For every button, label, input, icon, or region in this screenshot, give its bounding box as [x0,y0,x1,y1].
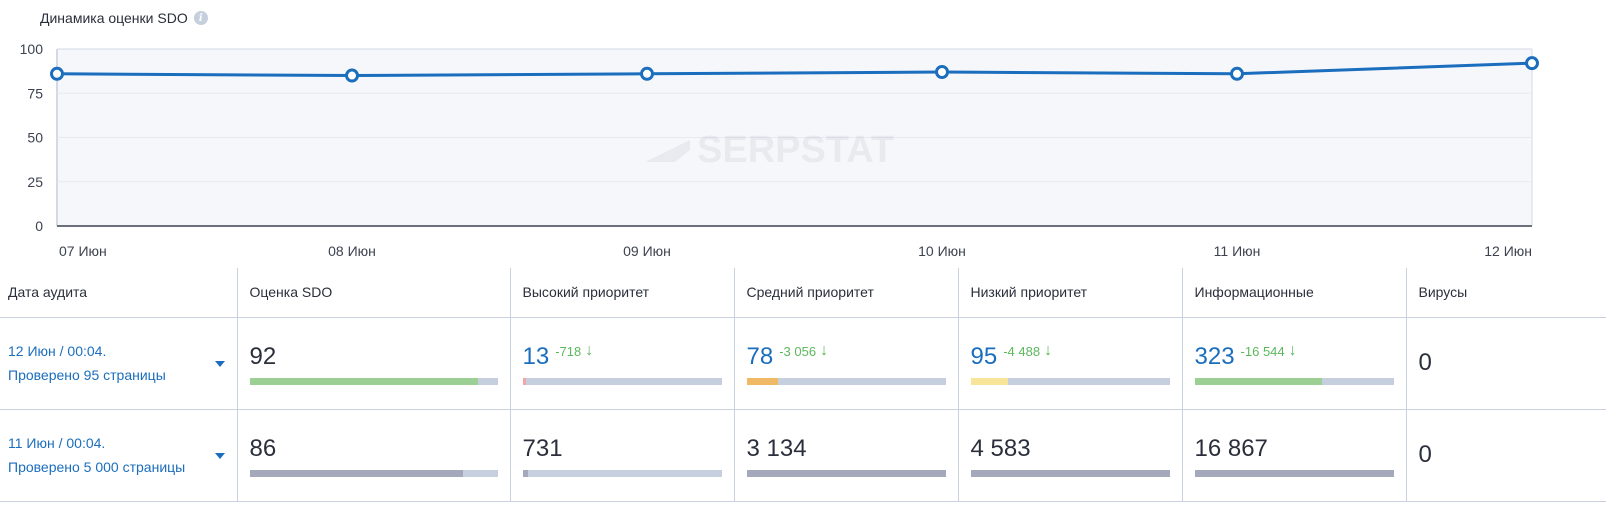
low-cell: 95 -4 488 ↓ [957,317,1182,410]
high-progress-bar [522,469,722,477]
high-cell: 731 [509,409,734,502]
info-progress-bar [1194,469,1394,477]
arrow-down-icon: ↓ [1044,342,1053,359]
arrow-down-icon: ↓ [585,342,594,359]
info-progress-bar [1194,377,1394,385]
table-row: 12 Июн / 00:04. Проверено 95 страницы 92… [0,317,1606,410]
sdo-cell: 86 [236,409,510,502]
high-cell: 13 -718 ↓ [509,317,734,410]
low-value: 4 583 [970,434,1031,462]
data-point[interactable] [1230,66,1244,81]
audit-pages-link[interactable]: Проверено 5 000 страницы [8,459,186,475]
high-value[interactable]: 13 [522,342,550,370]
x-tick-label: 07 Июн [59,243,107,259]
low-value[interactable]: 95 [970,342,998,370]
arrow-down-icon: ↓ [1288,342,1297,359]
caret-down-icon[interactable] [214,361,225,367]
high-value: 731 [522,434,563,462]
audit-date-cell[interactable]: 12 Июн / 00:04. Проверено 95 страницы [0,317,237,410]
info-cell: 16 867 [1181,409,1406,502]
data-point[interactable] [640,66,654,81]
info-icon[interactable]: i [193,11,208,25]
x-tick-label: 09 Июн [623,243,671,259]
x-tick-label: 08 Июн [328,243,376,259]
low-delta: -4 488 ↓ [1003,342,1053,359]
low-cell: 4 583 [957,409,1182,502]
audit-pages-link[interactable]: Проверено 95 страницы [8,367,166,383]
sdo-value: 86 [249,434,277,462]
low-progress-bar [970,469,1170,477]
sdo-progress-bar [249,377,498,385]
y-tick-label: 100 [20,41,44,57]
col-header-medium[interactable]: Средний приоритет [733,268,958,318]
col-header-high[interactable]: Высокий приоритет [509,268,734,318]
medium-value[interactable]: 78 [746,342,774,370]
medium-cell: 78 -3 056 ↓ [733,317,958,410]
high-delta: -718 ↓ [555,342,594,359]
y-tick-label: 50 [27,130,43,146]
medium-delta: -3 056 ↓ [779,342,829,359]
data-point[interactable] [50,66,64,81]
viruses-value: 0 [1418,349,1432,376]
x-tick-label: 11 Июн [1214,243,1261,259]
viruses-cell: 0 [1405,409,1606,502]
sdo-value: 92 [249,342,277,370]
audit-table: Дата аудита Оценка SDO Высокий приоритет… [0,268,1606,502]
sdo-cell: 92 [236,317,510,410]
caret-down-icon[interactable] [214,453,225,459]
audit-date-link[interactable]: 11 Июн / 00:04. [8,435,106,451]
col-header-sdo[interactable]: Оценка SDO [236,268,510,318]
table-row: 11 Июн / 00:04. Проверено 5 000 страницы… [0,409,1606,502]
watermark: SERPSTAT [645,129,894,171]
info-value: 16 867 [1194,434,1268,462]
chart-title-text: Динамика оценки SDO [40,10,188,26]
svg-text:SERPSTAT: SERPSTAT [697,129,894,171]
medium-cell: 3 134 [733,409,958,502]
col-header-info[interactable]: Информационные [1181,268,1406,318]
medium-value: 3 134 [746,434,807,462]
sdo-progress-bar [249,469,498,477]
y-tick-label: 75 [27,85,43,101]
gridlines [57,92,1532,183]
info-delta: -16 544 ↓ [1240,342,1297,359]
medium-progress-bar [746,469,946,477]
y-tick-label: 25 [27,174,43,190]
medium-progress-bar [746,377,946,385]
x-tick-label: 12 Июн [1484,243,1532,259]
col-header-viruses[interactable]: Вирусы [1405,268,1606,318]
audit-date-link[interactable]: 12 Июн / 00:04. [8,343,107,359]
viruses-value: 0 [1418,441,1432,468]
info-value[interactable]: 323 [1194,342,1235,370]
low-progress-bar [970,377,1170,385]
sdo-series-line [56,61,1533,78]
high-progress-bar [522,377,722,385]
col-header-date[interactable]: Дата аудита [0,268,237,318]
y-tick-label: 0 [35,218,43,234]
arrow-down-icon: ↓ [820,342,829,359]
data-point[interactable] [935,65,949,80]
viruses-cell: 0 [1405,317,1606,410]
col-header-low[interactable]: Низкий приоритет [957,268,1182,318]
sdo-line-chart: SERPSTAT 0 25 50 75 100 07 Июн 08 Июн 09 Июн 10… [20,41,1539,259]
data-point[interactable] [1525,56,1539,71]
x-tick-label: 10 Июн [918,243,966,259]
data-point[interactable] [345,68,359,83]
info-cell: 323 -16 544 ↓ [1181,317,1406,410]
chart-title: Динамика оценки SDO i [40,10,208,26]
audit-date-cell[interactable]: 11 Июн / 00:04. Проверено 5 000 страницы [0,409,237,502]
table-header-row: Дата аудита Оценка SDO Высокий приоритет… [0,268,1606,318]
